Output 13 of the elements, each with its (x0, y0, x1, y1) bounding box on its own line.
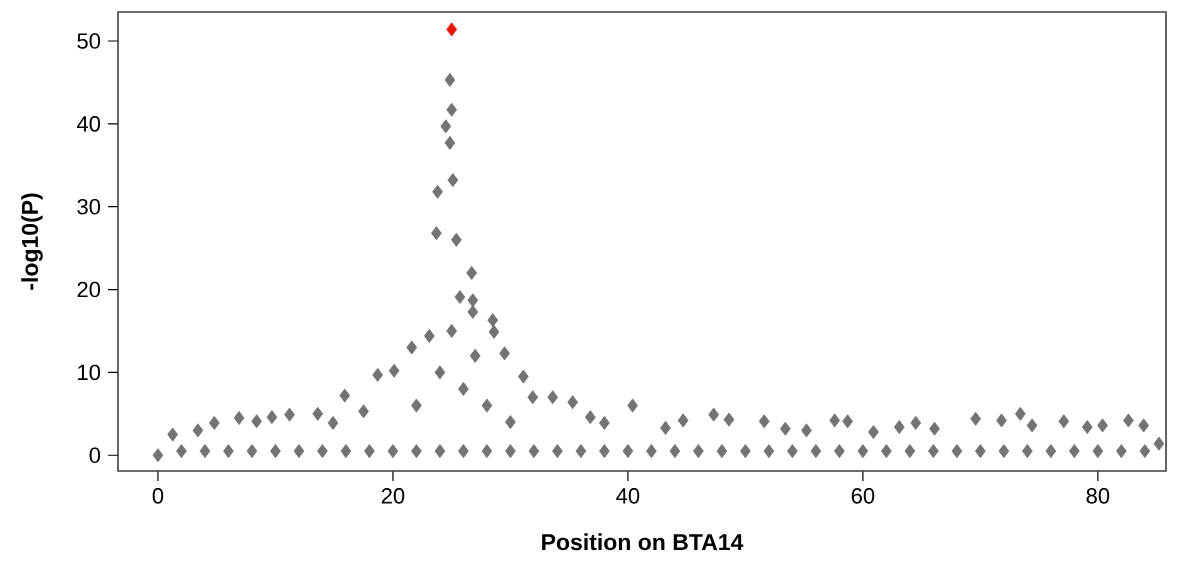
y-tick-label: 20 (77, 281, 101, 298)
x-axis-title: Position on BTA14 (542, 533, 744, 551)
x-tick-label: 40 (616, 488, 640, 504)
x-tick-label: 60 (851, 488, 875, 504)
y-axis-title: -log10(P) (21, 193, 43, 290)
y-tick-label: 10 (78, 364, 101, 381)
x-tick-label: 80 (1086, 488, 1110, 504)
y-tick-label: 30 (77, 198, 101, 215)
y-tick-label: 0 (89, 447, 101, 464)
y-tick-label: 40 (76, 116, 101, 132)
x-tick-label: 0 (152, 488, 164, 504)
y-tick-label: 50 (77, 33, 101, 49)
x-tick-label: 20 (381, 488, 405, 504)
